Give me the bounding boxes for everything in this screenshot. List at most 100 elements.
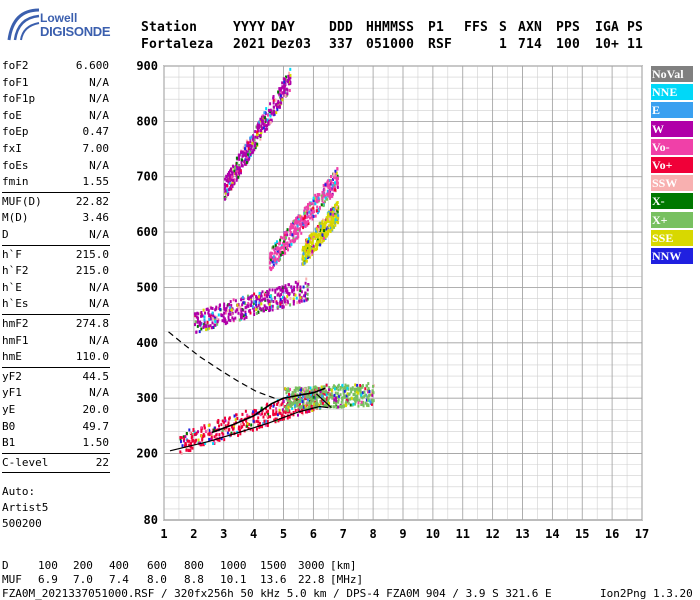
echo-point [354,400,357,404]
echo-point [300,215,303,219]
echo-point [287,74,290,78]
echo-point [279,288,282,292]
echo-point [200,313,203,317]
echo-point [297,214,300,218]
echo-point [253,144,256,148]
echo-point [225,175,228,179]
echo-point [227,312,230,316]
echo-point [329,222,332,226]
echo-point [211,306,214,310]
echo-point [326,396,329,400]
echo-point [229,187,232,191]
echo-point [316,243,319,247]
echo-point [367,390,370,394]
legend-entry: NoVal [651,66,693,82]
echo-point [307,221,310,225]
echo-point [334,221,337,225]
echo-point [279,101,282,105]
echo-point [209,324,212,328]
header-label: S [499,20,508,35]
echo-point [232,425,235,429]
parameter-name: foF2 [2,59,29,72]
echo-point [237,308,240,312]
x-tick-label: 2 [190,527,197,541]
echo-point [302,252,305,256]
echo-point [239,315,242,319]
echo-point [346,384,349,388]
echo-point [334,396,337,400]
echo-point [294,239,297,243]
parameter-name: fmin [2,175,29,189]
parameter-value: N/A [89,108,109,122]
echo-point [328,214,331,218]
muf-row: MUF 6.9 7.0 7.4 8.0 8.8 10.1 13.6 22.8 [MHz] [2,573,402,587]
echo-point [322,388,325,392]
echo-point [258,291,261,295]
parameter-name: yF1 [2,386,22,400]
echo-point [349,403,352,407]
echo-point [226,178,229,182]
echo-point [271,260,274,264]
auto-scaling-info: Auto: Artist5 500200 [2,484,48,532]
echo-point [258,120,261,124]
echo-point [302,226,305,230]
echo-point [289,76,292,80]
echo-point [293,221,296,225]
legend-entry: SSW [651,175,693,192]
echo-point [305,393,308,397]
echo-point [253,292,256,296]
echo-point [286,301,289,305]
echo-point [248,150,251,154]
echo-point [284,94,287,98]
echo-point [297,232,300,236]
echo-point [290,285,293,289]
echo-point [372,399,375,403]
echo-point [322,239,325,243]
echo-point [332,207,335,211]
parameter-row: yF2 44.5 [2,369,109,385]
echo-point [285,245,288,249]
echo-point [204,311,207,315]
echo-point [200,428,203,432]
echo-point [245,419,248,423]
parameter-row: foEp 0.47 [2,124,109,140]
echo-point [316,395,319,399]
echo-point [264,423,267,427]
echo-point [304,214,307,218]
echo-point [193,441,196,445]
echo-point [224,419,227,423]
echo-point [309,405,312,409]
panel-separator [2,314,110,315]
echo-point [300,388,303,392]
echo-point [314,232,317,236]
echo-point [317,243,320,247]
echo-point [194,439,197,443]
echo-point [360,400,363,404]
distance-value: 200 [73,559,93,572]
echo-point [279,302,282,306]
echo-point [263,297,266,301]
parameter-row: hmE 110.0 [2,349,109,365]
echo-point [368,399,371,403]
auto-label: Auto: [2,485,36,498]
echo-point [336,201,339,205]
echo-point [203,320,206,324]
echo-point [211,317,214,321]
panel-separator [2,472,110,474]
echo-point [242,146,245,150]
echo-point [314,202,317,206]
echo-point [261,425,264,429]
echo-point [335,201,338,205]
header-label: HHMMSS [366,20,415,35]
echo-point [237,425,240,429]
x-tick-label: 3 [220,527,227,541]
panel-separator [2,244,110,246]
echo-point [259,134,262,138]
echo-point [306,249,309,253]
echo-point [308,207,311,211]
echo-point [266,298,269,302]
echo-point [203,434,206,438]
echo-point [274,251,277,255]
echo-point [235,178,238,182]
echo-point [285,236,288,240]
